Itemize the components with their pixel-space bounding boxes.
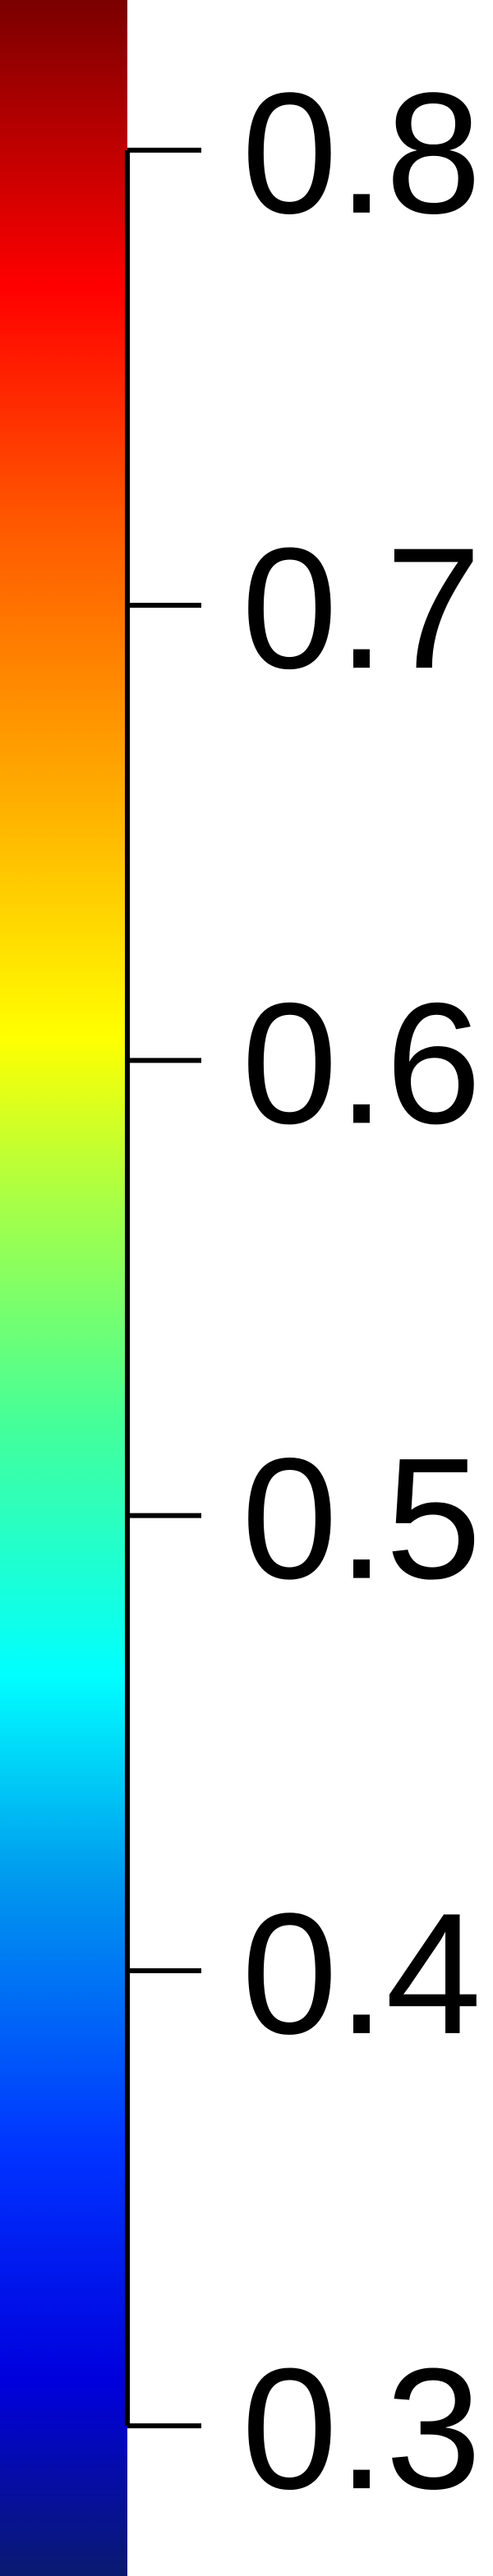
tick-label: 0.6	[242, 967, 481, 1159]
tick-label: 0.8	[242, 57, 481, 250]
colorbar	[0, 0, 127, 2576]
tick-label: 0.7	[242, 512, 481, 705]
tick-label: 0.5	[242, 1422, 481, 1615]
tick-label: 0.3	[242, 2332, 481, 2525]
tick-label: 0.4	[242, 1877, 481, 2070]
colorbar-ticks: 0.8 0.7 0.6 0.5 0.4 0.3	[127, 57, 481, 2525]
